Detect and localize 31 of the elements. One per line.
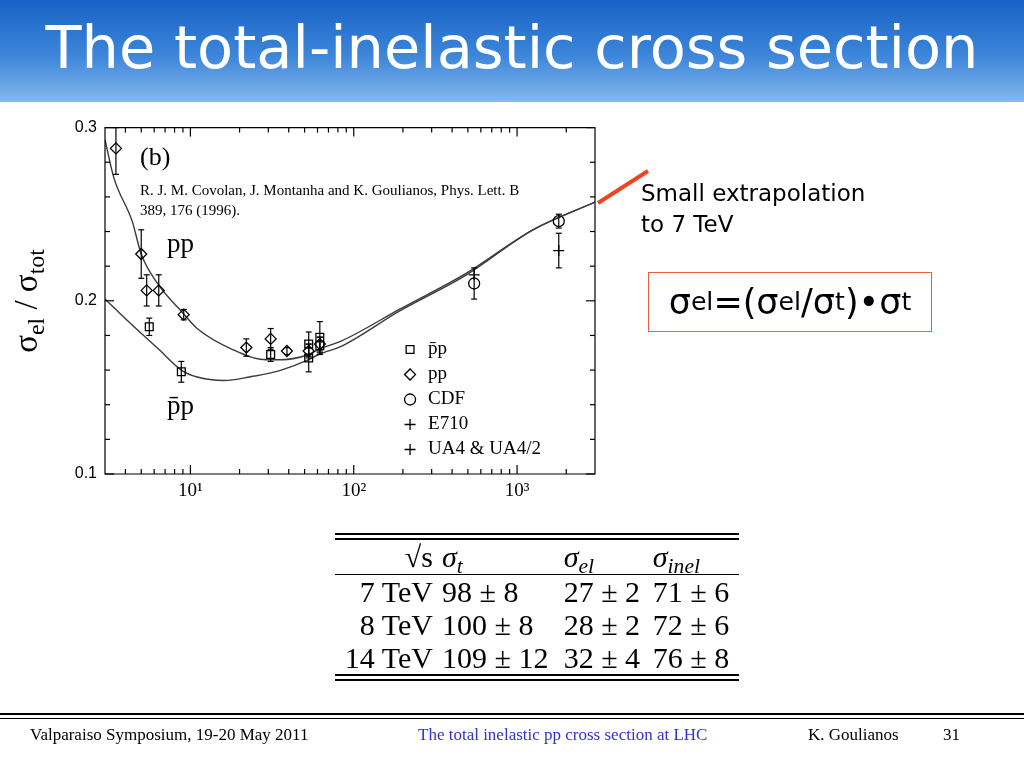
text: 109 ± 12	[442, 641, 549, 674]
legend-label: CDF	[428, 387, 466, 409]
annotation: R. J. M. Covolan, J. Montanha and K. Goulianos, Phys. Lett. B 389, 176 (1996).	[140, 180, 521, 220]
category-label: 8 TeV	[359, 608, 433, 641]
y-tick-label: 0.1	[74, 464, 98, 482]
y-tick-label: 0.3	[74, 118, 98, 136]
x-tick-label: 10¹	[178, 479, 204, 501]
text: The total inelastic pp cross section at LHC	[418, 725, 708, 745]
text: 76 ± 8	[652, 641, 730, 674]
chart-title: The total-inelastic cross section	[44, 13, 980, 82]
legend-label: UA4 & UA4/2	[428, 437, 542, 459]
text: 100 ± 8	[442, 608, 534, 641]
text: 32 ± 4	[563, 641, 641, 674]
x-tick-label: 10³	[504, 479, 530, 501]
text: 72 ± 6	[652, 608, 730, 641]
text: K. Goulianos	[808, 725, 899, 745]
legend-label: p̄p	[428, 337, 448, 359]
legend-label: E710	[428, 412, 469, 434]
annotation: Small extrapolation to 7 TeV	[641, 179, 867, 240]
annotation: pp	[167, 227, 194, 258]
text: Valparaiso Symposium, 19-20 May 2011	[30, 725, 309, 745]
legend-label: pp	[428, 362, 448, 384]
x-tick-label: 10²	[341, 479, 367, 501]
category-label: 7 TeV	[359, 575, 433, 608]
annotation: (b)	[140, 141, 171, 172]
y-tick-label: 0.2	[74, 291, 98, 309]
text: √s	[403, 539, 434, 575]
text: 31	[943, 725, 960, 745]
annotation: p̄p	[167, 389, 194, 420]
category-label: 14 TeV	[344, 641, 433, 674]
text: 28 ± 2	[563, 608, 641, 641]
